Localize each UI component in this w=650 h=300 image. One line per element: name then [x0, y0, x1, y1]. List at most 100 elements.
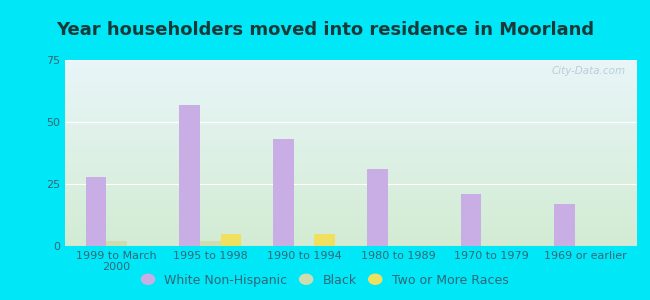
Bar	[65, 132, 637, 133]
Bar	[65, 191, 637, 192]
Bar	[65, 209, 637, 210]
Bar	[65, 84, 637, 85]
Bar	[65, 211, 637, 212]
Bar	[65, 70, 637, 71]
Bar	[65, 144, 637, 145]
Bar	[65, 232, 637, 233]
Bar	[65, 140, 637, 141]
Bar	[65, 103, 637, 104]
Bar	[65, 128, 637, 129]
Bar	[65, 91, 637, 92]
Bar	[65, 133, 637, 134]
Bar	[220, 234, 241, 246]
Bar	[65, 106, 637, 107]
Bar	[65, 68, 637, 69]
Bar	[65, 225, 637, 226]
Bar	[65, 108, 637, 109]
Bar	[65, 214, 637, 215]
Bar	[86, 177, 106, 246]
Bar	[65, 114, 637, 115]
Bar	[65, 168, 637, 169]
Bar	[65, 197, 637, 198]
Bar	[65, 234, 637, 235]
Bar	[65, 60, 637, 61]
Bar	[65, 220, 637, 221]
Bar	[65, 64, 637, 66]
Bar	[65, 243, 637, 244]
Bar	[65, 115, 637, 116]
Bar	[65, 202, 637, 203]
Bar	[65, 129, 637, 130]
Bar	[65, 113, 637, 114]
Bar	[65, 222, 637, 223]
Bar	[65, 67, 637, 68]
Bar	[554, 204, 575, 246]
Bar	[65, 206, 637, 207]
Bar	[65, 159, 637, 160]
Bar	[65, 118, 637, 119]
Bar	[65, 208, 637, 209]
Bar	[106, 241, 127, 246]
Bar	[65, 170, 637, 171]
Bar	[65, 102, 637, 103]
Bar	[65, 99, 637, 100]
Bar	[65, 155, 637, 156]
Bar	[65, 238, 637, 239]
Bar	[65, 194, 637, 195]
Bar	[65, 153, 637, 154]
Bar	[65, 198, 637, 199]
Bar	[65, 229, 637, 230]
Bar	[65, 75, 637, 76]
Bar	[65, 137, 637, 138]
Bar	[65, 117, 637, 118]
Bar	[65, 224, 637, 225]
Bar	[65, 116, 637, 117]
Bar	[65, 100, 637, 101]
Bar	[65, 72, 637, 73]
Bar	[65, 71, 637, 72]
Bar	[65, 173, 637, 174]
Bar	[65, 63, 637, 64]
Bar	[65, 62, 637, 63]
Bar	[65, 190, 637, 191]
Bar	[65, 167, 637, 168]
Bar	[65, 183, 637, 184]
Bar	[65, 189, 637, 190]
Bar	[65, 169, 637, 170]
Bar	[65, 161, 637, 162]
Bar	[65, 162, 637, 163]
Bar	[65, 139, 637, 140]
Bar	[65, 215, 637, 216]
Bar	[65, 85, 637, 86]
Bar	[65, 147, 637, 148]
Bar	[65, 83, 637, 84]
Bar	[65, 123, 637, 124]
Bar	[65, 131, 637, 132]
Bar	[65, 200, 637, 201]
Bar	[65, 95, 637, 96]
Bar	[65, 201, 637, 202]
Bar	[65, 89, 637, 90]
Bar	[65, 151, 637, 152]
Bar	[65, 158, 637, 159]
Bar	[65, 110, 637, 111]
Bar	[65, 184, 637, 185]
Bar	[65, 203, 637, 204]
Bar	[65, 96, 637, 97]
Bar	[65, 145, 637, 146]
Bar	[65, 226, 637, 227]
Legend: White Non-Hispanic, Black, Two or More Races: White Non-Hispanic, Black, Two or More R…	[138, 270, 512, 291]
Bar	[65, 185, 637, 187]
Bar	[65, 142, 637, 143]
Bar	[65, 88, 637, 89]
Bar	[65, 219, 637, 220]
Bar	[65, 152, 637, 153]
Bar	[65, 77, 637, 78]
Bar	[65, 120, 637, 122]
Bar	[65, 204, 637, 205]
Bar	[65, 179, 637, 180]
Bar	[65, 163, 637, 164]
Bar	[65, 241, 637, 242]
Bar	[367, 169, 387, 246]
Bar	[65, 105, 637, 106]
